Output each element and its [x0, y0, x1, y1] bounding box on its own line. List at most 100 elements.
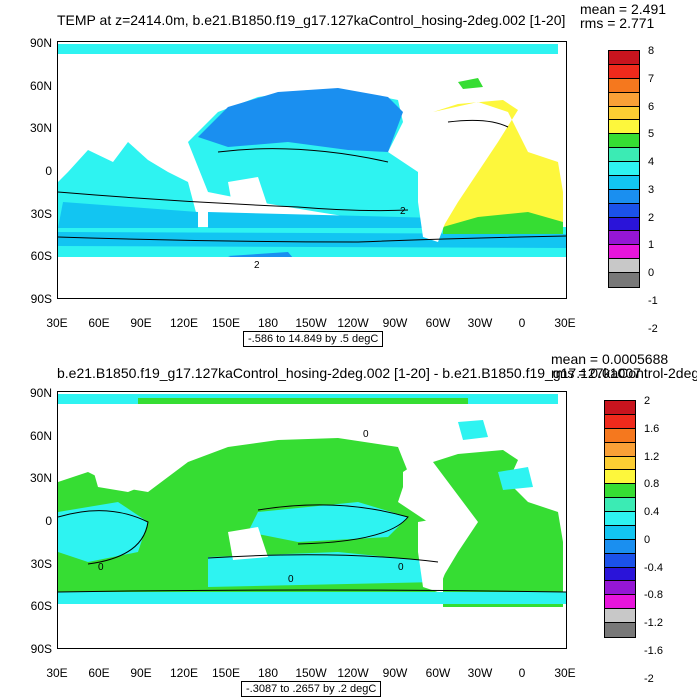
panel2-title: b.e21.B1850.f19_g17.127kaControl_hosing-… — [57, 365, 697, 381]
colorbar-swatch — [609, 231, 639, 246]
x-label: 60W — [425, 316, 451, 330]
panel1-mean: mean = 2.491 — [580, 1, 667, 17]
colorbar-label: 0.4 — [644, 506, 660, 519]
atlantic-green — [433, 450, 563, 607]
panel2-colorbar — [604, 400, 636, 638]
x-label: 90E — [130, 316, 152, 330]
x-label: 180 — [257, 316, 279, 330]
colorbar-swatch — [605, 498, 635, 512]
colorbar-swatch — [609, 273, 639, 287]
x-label: 0 — [518, 666, 526, 680]
antarctica-land — [58, 257, 566, 298]
colorbar-swatch — [609, 64, 639, 79]
y-label: 30N — [29, 121, 52, 135]
contour-line — [447, 119, 509, 128]
x-label: 30E — [46, 316, 68, 330]
arctic-band — [58, 44, 558, 54]
x-label: 90W — [382, 666, 408, 680]
colorbar-label: -0.8 — [644, 589, 663, 602]
x-label: 30E — [554, 666, 576, 680]
eurasia-land — [88, 432, 153, 492]
colorbar-swatch — [609, 51, 639, 65]
north-america-land — [403, 462, 433, 497]
colorbar-swatch — [609, 92, 639, 107]
colorbar-swatch — [605, 442, 635, 457]
greenland-sea — [458, 78, 483, 89]
panel2-range-box: -.3087 to .2657 by .2 degC — [241, 681, 382, 697]
contour-line — [58, 589, 566, 593]
north-america-land — [403, 112, 433, 147]
panel2-map: 0 0 0 0 — [57, 391, 567, 649]
colorbar-label: 2 — [644, 395, 651, 407]
southern-cyan — [58, 592, 566, 604]
contour-label: 0 — [98, 562, 104, 573]
colorbar-swatch — [605, 428, 635, 443]
x-label: 180 — [257, 666, 279, 680]
colorbar-label: -1 — [648, 294, 658, 307]
panel1-map-svg: 2 2 — [58, 44, 566, 298]
contour-label: 2 — [254, 260, 260, 271]
colorbar-swatch — [605, 512, 635, 526]
south-pacific-band — [208, 212, 438, 228]
colorbar-label: 7 — [648, 72, 655, 85]
antarctica-land — [58, 607, 566, 648]
south-america-land — [418, 517, 453, 592]
eurasia-land — [88, 82, 153, 142]
contour-label: 2 — [400, 206, 406, 217]
x-label: 30W — [467, 666, 493, 680]
greenland-cyan — [458, 420, 488, 440]
y-label: 0 — [45, 164, 52, 178]
y-label: 90S — [30, 292, 52, 306]
colorbar-swatch — [605, 525, 635, 540]
x-label: 120W — [337, 316, 369, 330]
north-atlantic-cyan — [498, 467, 533, 490]
y-label: 30S — [30, 207, 52, 221]
colorbar-label: 0 — [648, 267, 655, 280]
y-label: 60S — [30, 249, 52, 263]
contour-line — [257, 504, 409, 545]
colorbar-swatch — [609, 78, 639, 93]
colorbar-label: 0.8 — [644, 478, 660, 491]
contour-line — [217, 148, 389, 163]
contour-line — [207, 554, 439, 563]
colorbar-swatch — [609, 148, 639, 162]
colorbar-label: 1 — [648, 239, 655, 252]
contour-label: 0 — [398, 562, 404, 573]
x-label: 30W — [467, 316, 493, 330]
x-label: 90W — [382, 316, 408, 330]
colorbar-label: 6 — [648, 100, 655, 113]
y-label: 60N — [29, 429, 52, 443]
colorbar-swatch — [605, 456, 635, 471]
colorbar-label: -1.2 — [644, 617, 663, 630]
x-label: 150E — [211, 316, 241, 330]
colorbar-swatch — [609, 106, 639, 121]
australia-land — [228, 177, 268, 210]
y-label: 60S — [30, 599, 52, 613]
y-label: 90N — [29, 36, 52, 50]
x-label: 0 — [518, 316, 526, 330]
panel1-rms: rms = 2.771 — [580, 15, 655, 31]
colorbar-swatch — [605, 623, 635, 637]
panel1-title: TEMP at z=2414.0m, b.e21.B1850.f19_g17.1… — [57, 12, 566, 28]
pacific-cyan-patch — [248, 502, 408, 542]
colorbar-label: 5 — [648, 128, 655, 141]
colorbar-label: -1.6 — [644, 644, 663, 657]
colorbar-swatch — [605, 414, 635, 429]
x-label: 120W — [337, 666, 369, 680]
y-label: 90N — [29, 386, 52, 400]
southern-band-blue — [58, 232, 566, 248]
x-label: 150E — [211, 666, 241, 680]
contour-line — [58, 191, 409, 212]
australia-land — [228, 527, 268, 560]
contour-line — [58, 235, 566, 243]
y-label: 30N — [29, 471, 52, 485]
colorbar-swatch — [605, 595, 635, 610]
panel1-colorbar — [608, 50, 640, 288]
x-label: 30E — [46, 666, 68, 680]
x-label: 150W — [295, 316, 327, 330]
colorbar-label: -2 — [644, 672, 654, 685]
colorbar-label: 1.6 — [644, 422, 660, 435]
north-pacific — [198, 88, 403, 152]
colorbar-swatch — [605, 470, 635, 485]
south-pacific-cyan — [208, 552, 438, 587]
